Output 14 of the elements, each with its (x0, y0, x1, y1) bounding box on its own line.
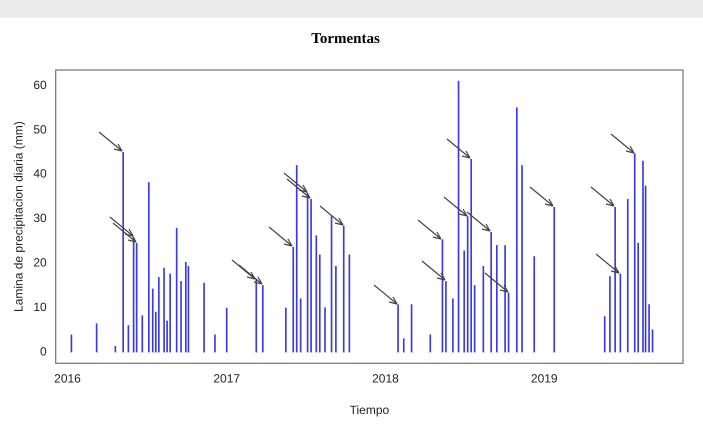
y-tick-label: 60 (33, 78, 48, 92)
y-tick-label: 20 (33, 256, 48, 270)
x-tick-label: 2018 (372, 372, 400, 386)
y-axis-title: Lamina de precipitacion diaria (mm) (12, 121, 26, 312)
y-tick-label: 50 (33, 122, 48, 136)
y-tick-label: 10 (33, 300, 48, 314)
y-tick-label: 0 (40, 344, 48, 358)
x-tick-label: 2016 (54, 372, 82, 386)
x-axis-title: Tiempo (350, 403, 390, 418)
y-tick-label: 30 (33, 211, 48, 226)
x-tick-label: 2017 (213, 372, 240, 386)
chart-title: Tormentas (311, 30, 380, 47)
x-tick-label: 2019 (530, 372, 558, 386)
y-tick-label: 40 (33, 166, 48, 181)
